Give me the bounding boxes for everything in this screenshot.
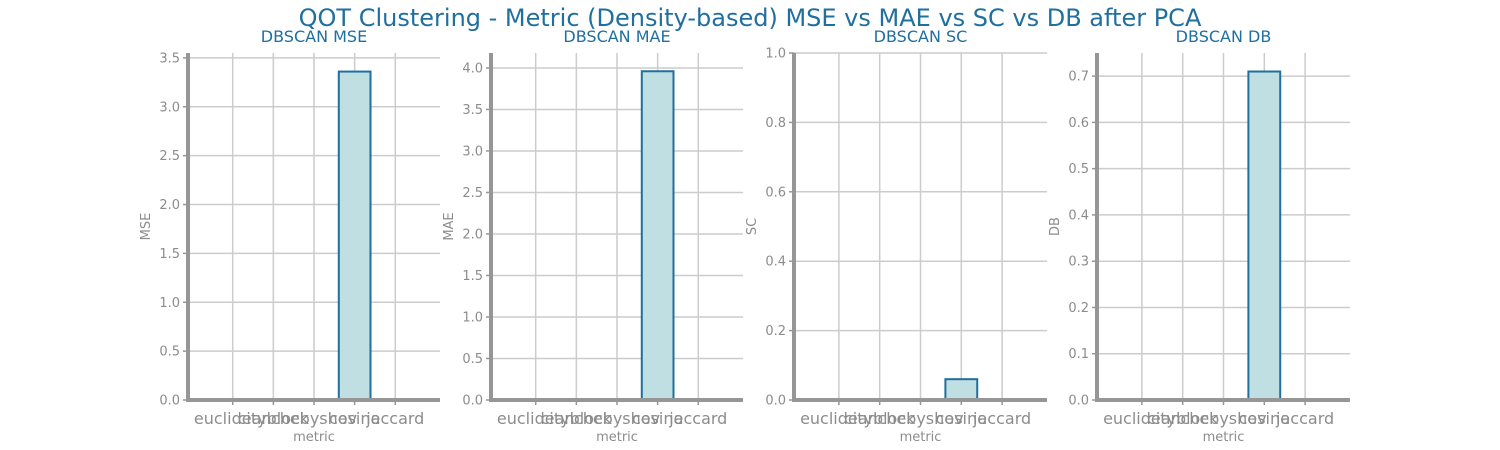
subplot-title: DBSCAN DB	[1176, 27, 1272, 46]
subplot-title: DBSCAN MSE	[261, 27, 367, 46]
subplot-sc: 0.0 0.2 0.4 0.6 0.8 1.0 euclideancityblockcheb…	[745, 27, 1047, 445]
y-tick-label: 1.5	[159, 247, 180, 262]
subplot-db: 0.0 0.1 0.2 0.3 0.4 0.5 0.6 0.7 euclideancityblo…	[1048, 27, 1350, 445]
y-tick-label: 0.0	[159, 394, 180, 409]
y-tick-label: 0.6	[1068, 116, 1089, 131]
y-tick-label: 2.0	[462, 227, 483, 242]
y-tick-label: 0.6	[765, 185, 786, 200]
x-tick-label-chebyshev: chebyshev	[271, 409, 357, 428]
y-tick-label: 2.5	[159, 149, 180, 164]
y-tick-label: 0.2	[765, 324, 786, 339]
x-tick-label-chebyshev: chebyshev	[1180, 409, 1266, 428]
y-tick-label: 4.0	[462, 61, 483, 76]
y-tick-label: 0.8	[765, 116, 786, 131]
y-axis-label: SC	[745, 218, 760, 235]
subplot-mae: 0.0 0.5 1.0 1.5 2.0 2.5 3.0 3.5 4.0 euclideancity…	[442, 27, 743, 445]
y-tick-label: 3.5	[159, 51, 180, 66]
x-axis-label: metric	[900, 430, 942, 445]
bar-cosine	[337, 70, 372, 401]
x-tick-label-euclidean: euclidean	[497, 409, 575, 428]
y-tick-label: 1.0	[159, 296, 180, 311]
x-tick-label-cityblock: cityblock	[1147, 409, 1219, 428]
y-tick-label: 3.0	[462, 144, 483, 159]
x-tick-label-chebyshev: chebyshev	[877, 409, 963, 428]
y-tick-label: 0.3	[1068, 255, 1089, 270]
bar-cosine	[640, 70, 675, 402]
y-tick-label: 0.0	[1068, 394, 1089, 409]
y-tick-label: 1.5	[462, 269, 483, 284]
y-tick-label: 1.0	[765, 47, 786, 62]
x-axis-label: metric	[596, 430, 638, 445]
x-axis-label: metric	[1203, 430, 1245, 445]
x-tick-label-chebyshev: chebyshev	[574, 409, 660, 428]
y-tick-label: 3.0	[159, 100, 180, 115]
y-tick-label: 0.0	[462, 394, 483, 409]
x-tick-label-jaccard: jaccard	[1275, 409, 1334, 428]
x-tick-label-cosine: cosine	[936, 409, 987, 428]
bar-cosine	[1247, 70, 1282, 402]
x-tick-label-cityblock: cityblock	[844, 409, 916, 428]
subplot-title: DBSCAN SC	[874, 27, 968, 46]
subplot-mse: 0.0 0.5 1.0 1.5 2.0 2.5 3.0 3.5 euclideancityblo…	[139, 27, 440, 445]
x-tick-label-euclidean: euclidean	[800, 409, 878, 428]
y-tick-label: 2.5	[462, 186, 483, 201]
y-tick-label: 0.4	[1068, 208, 1089, 223]
y-tick-label: 0.4	[765, 255, 786, 270]
x-tick-label-cosine: cosine	[632, 409, 683, 428]
y-axis-label: MSE	[139, 213, 154, 241]
x-tick-label-cityblock: cityblock	[541, 409, 613, 428]
subplot-title: DBSCAN MAE	[563, 27, 670, 46]
x-tick-label-jaccard: jaccard	[972, 409, 1031, 428]
bar-cosine	[944, 378, 979, 401]
x-tick-label-cosine: cosine	[1239, 409, 1290, 428]
x-tick-label-euclidean: euclidean	[194, 409, 272, 428]
y-tick-label: 2.0	[159, 198, 180, 213]
y-axis-label: MAE	[442, 212, 457, 240]
y-tick-label: 0.2	[1068, 301, 1089, 316]
x-tick-label-jaccard: jaccard	[668, 409, 727, 428]
y-tick-label: 0.0	[765, 394, 786, 409]
y-tick-label: 0.5	[1068, 162, 1089, 177]
x-tick-label-cosine: cosine	[329, 409, 380, 428]
x-tick-label-cityblock: cityblock	[238, 409, 310, 428]
y-tick-label: 0.1	[1068, 347, 1089, 362]
x-tick-label-jaccard: jaccard	[365, 409, 424, 428]
y-axis-label: DB	[1048, 217, 1063, 236]
y-tick-label: 3.5	[462, 103, 483, 118]
y-tick-label: 0.5	[462, 352, 483, 367]
y-tick-label: 0.7	[1068, 70, 1089, 85]
x-axis-label: metric	[293, 430, 335, 445]
x-tick-label-euclidean: euclidean	[1103, 409, 1181, 428]
figure-title: QOT Clustering - Metric (Density-based) …	[298, 4, 1202, 32]
y-tick-label: 0.5	[159, 345, 180, 360]
y-tick-label: 1.0	[462, 310, 483, 325]
